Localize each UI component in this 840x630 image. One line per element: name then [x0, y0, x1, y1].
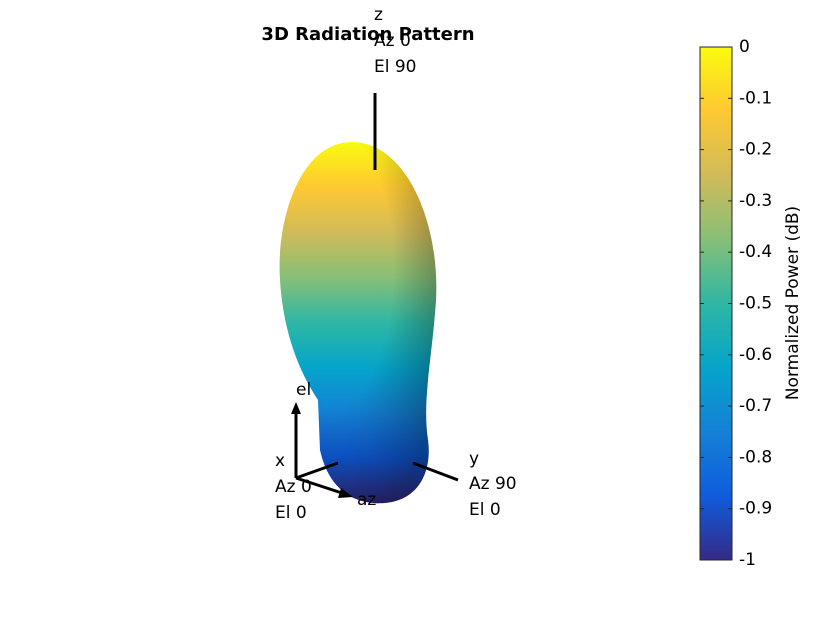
colorbar-tick-label: -0.4 — [739, 242, 772, 262]
colorbar — [699, 46, 733, 561]
axis-label: El 90 — [374, 57, 417, 77]
colorbar-label: Normalized Power (dB) — [783, 206, 803, 400]
colorbar-tick-label: -1 — [739, 550, 756, 570]
colorbar-tick-label: -0.6 — [739, 345, 772, 365]
axis-label: Az 90 — [469, 474, 517, 494]
az-arrow — [295, 476, 346, 496]
surface-shading — [279, 142, 437, 504]
axis-label: x — [275, 451, 285, 471]
axis-label: El 0 — [469, 500, 501, 520]
axis-label: El 0 — [275, 503, 307, 523]
el-arrowhead — [291, 402, 301, 414]
axis-label: Az 0 — [374, 31, 411, 51]
colorbar-tick-label: -0.8 — [739, 447, 772, 467]
axis-label: y — [469, 449, 479, 469]
colorbar-tick-label: -0.2 — [739, 140, 772, 160]
colorbar-tick-label: -0.7 — [739, 396, 772, 416]
colorbar-tick-label: -0.5 — [739, 294, 772, 314]
axis-label: z — [374, 5, 383, 25]
axes-indicators — [294, 93, 459, 496]
colorbar-tick-label: 0 — [739, 37, 750, 57]
axis-label: az — [357, 490, 376, 510]
colorbar-tick-label: -0.1 — [739, 88, 772, 108]
colorbar-tick-label: -0.3 — [739, 191, 772, 211]
az-arrowhead — [338, 488, 353, 498]
axis-label: el — [296, 380, 311, 400]
chart-title: 3D Radiation Pattern — [261, 24, 474, 45]
pattern-surface — [279, 142, 437, 504]
x-axis-line — [295, 461, 339, 480]
axis-label: Az 0 — [275, 477, 312, 497]
colorbar-tick-label: -0.9 — [739, 499, 772, 519]
y-axis-line — [412, 461, 459, 482]
